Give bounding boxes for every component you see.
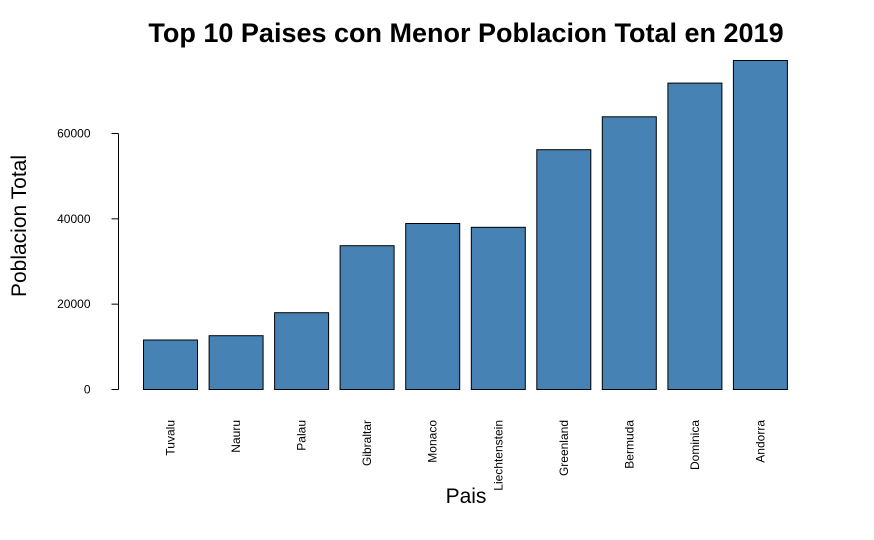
x-axis-label: Pais	[446, 485, 487, 508]
y-tick-label: 0	[84, 383, 91, 397]
x-tick-label: Monaco	[426, 420, 440, 463]
x-tick-label: Bermuda	[622, 420, 636, 469]
y-tick-label: 40000	[57, 212, 91, 226]
bar-liechtenstein	[470, 226, 526, 390]
bars-group	[143, 60, 788, 391]
bar-dominica	[667, 82, 723, 390]
x-tick-label: Liechtenstein	[491, 420, 505, 491]
x-tick-label: Dominica	[688, 420, 702, 470]
y-axis: 0 20000 40000 60000	[57, 126, 119, 397]
bar-greenland	[536, 149, 592, 390]
x-tick-label: Greenland	[557, 420, 571, 476]
y-axis-label: Poblacion Total	[8, 155, 31, 297]
x-tick-label: Andorra	[753, 420, 767, 463]
x-tick-label: Gibraltar	[360, 420, 374, 466]
x-tick-label: Tuvalu	[164, 420, 178, 456]
bar-gibraltar	[339, 245, 395, 390]
bar-monaco	[405, 223, 461, 390]
bar-tuvalu	[143, 339, 198, 390]
x-tick-label: Palau	[295, 420, 309, 451]
bar-bermuda	[601, 116, 657, 391]
chart-title: Top 10 Paises con Menor Poblacion Total …	[148, 18, 783, 48]
x-tick-label: Nauru	[229, 420, 243, 453]
y-tick-label: 20000	[57, 297, 91, 311]
bar-palau	[274, 312, 330, 391]
bar-nauru	[208, 335, 264, 391]
bar-andorra	[732, 60, 788, 390]
y-tick-label: 60000	[57, 126, 91, 140]
category-labels: Tuvalu Nauru Palau Gibraltar Monaco Liechtens…	[164, 420, 768, 491]
